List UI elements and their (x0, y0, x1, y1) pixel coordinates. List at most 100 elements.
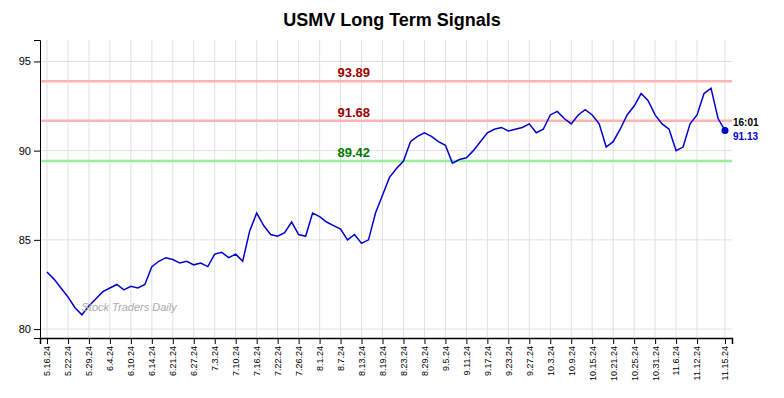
x-tick-mark (236, 338, 237, 344)
x-tick-mark (466, 338, 467, 344)
x-tick-mark (725, 338, 726, 344)
x-tick-label: 11.15.24 (720, 346, 730, 380)
grid-line-x (655, 40, 656, 338)
x-tick: 9.17.24 (483, 338, 493, 376)
x-tick: 10.3.24 (546, 338, 556, 376)
x-tick: 10.15.24 (588, 338, 598, 381)
x-tick-mark (194, 338, 195, 344)
x-tick: 8.23.24 (399, 338, 409, 376)
x-tick-mark (550, 338, 551, 344)
x-tick-mark (341, 338, 342, 344)
grid-line-x (46, 40, 47, 338)
x-tick-mark (299, 338, 300, 344)
grid-line-x (256, 40, 257, 338)
y-tick-label: 95 (19, 55, 31, 67)
grid-line-y (40, 61, 732, 62)
x-tick: 9.27.24 (525, 338, 535, 376)
x-tick: 8.1.24 (315, 338, 325, 371)
x-tick: 6.4.24 (105, 338, 115, 371)
x-tick-label: 8.29.24 (420, 346, 430, 376)
grid-line-x (403, 40, 404, 338)
x-tick: 7.3.24 (210, 338, 220, 371)
y-tick: 95 (19, 55, 40, 67)
x-tick-label: 8.13.24 (357, 346, 367, 376)
x-tick-label: 9.17.24 (483, 346, 493, 376)
x-tick-mark (362, 338, 363, 344)
grid-line-x (634, 40, 635, 338)
grid-line-x (67, 40, 68, 338)
x-tick-mark (257, 338, 258, 344)
reference-line (40, 80, 732, 83)
y-tick-label: 85 (19, 234, 31, 246)
grid-line-x (571, 40, 572, 338)
x-tick-mark (89, 338, 90, 344)
y-tick-label: 90 (19, 145, 31, 157)
grid-line-x (172, 40, 173, 338)
grid-line-x (340, 40, 341, 338)
grid-line-x (487, 40, 488, 338)
reference-line (40, 160, 732, 163)
reference-label: 89.42 (338, 145, 371, 160)
price-line (47, 88, 725, 315)
x-tick: 11.12.24 (692, 338, 702, 380)
x-tick-label: 11.12.24 (692, 346, 702, 380)
x-tick: 6.10.24 (126, 338, 136, 376)
reference-label: 93.89 (338, 65, 371, 80)
texts: 93.8991.6889.4216:0191.13Stock Traders D… (82, 65, 760, 313)
x-tick-label: 10.15.24 (588, 346, 598, 381)
grid-line-x (214, 40, 215, 338)
x-tick-label: 9.11.24 (462, 346, 472, 375)
x-tick-label: 6.4.24 (105, 346, 115, 371)
x-tick-mark (697, 338, 698, 344)
grid-line-x (298, 40, 299, 338)
x-tick: 7.10.24 (231, 338, 241, 376)
x-tick-label: 9.23.24 (504, 346, 514, 376)
marks (40, 81, 732, 315)
x-tick: 6.27.24 (189, 338, 199, 376)
x-tick: 11.15.24 (720, 338, 730, 380)
y-tick: 80 (19, 323, 40, 335)
x-tick-mark (278, 338, 279, 344)
x-tick-mark (131, 338, 132, 344)
x-tick: 5.16.24 (42, 338, 52, 376)
grid-line-x (130, 40, 131, 338)
reference-line (40, 119, 732, 122)
y-axis: 80 85 90 95 (19, 41, 41, 339)
grid (40, 40, 732, 338)
grid-line-x (592, 40, 593, 338)
x-tick: 11.6.24 (671, 338, 681, 375)
x-tick: 8.19.24 (378, 338, 388, 376)
x-tick-label: 6.10.24 (126, 346, 136, 376)
x-tick-mark (68, 338, 69, 344)
x-tick-label: 7.26.24 (294, 346, 304, 376)
grid-line-x (550, 40, 551, 338)
x-tick: 5.22.24 (63, 338, 73, 376)
end-time-label: 16:01 (733, 117, 759, 128)
grid-line-x (445, 40, 446, 338)
x-tick-mark (634, 338, 635, 344)
x-tick-label: 5.16.24 (42, 346, 52, 376)
x-tick: 5.29.24 (84, 338, 94, 376)
y-tick-mark (34, 240, 40, 241)
x-tick-label: 6.14.24 (147, 346, 157, 376)
grid-line-x (88, 40, 89, 338)
x-tick-label: 10.21.24 (609, 346, 619, 381)
grid-line-x (529, 40, 530, 338)
y-tick-mark (34, 329, 40, 330)
x-tick-mark (445, 338, 446, 344)
end-point (722, 127, 729, 134)
x-tick: 7.16.24 (252, 338, 262, 376)
x-tick-mark (424, 338, 425, 344)
x-tick-mark (592, 338, 593, 344)
x-tick: 9.11.24 (462, 338, 472, 375)
grid-line-x (109, 40, 110, 338)
grid-line-x (235, 40, 236, 338)
x-axis-line (41, 339, 733, 345)
x-tick-label: 11.6.24 (671, 346, 681, 375)
grid-line-x (382, 40, 383, 338)
grid-line-x (466, 40, 467, 338)
x-tick-label: 8.19.24 (378, 346, 388, 376)
x-tick-mark (403, 338, 404, 344)
y-tick-mark (34, 61, 40, 62)
x-tick-label: 10.3.24 (546, 346, 556, 376)
